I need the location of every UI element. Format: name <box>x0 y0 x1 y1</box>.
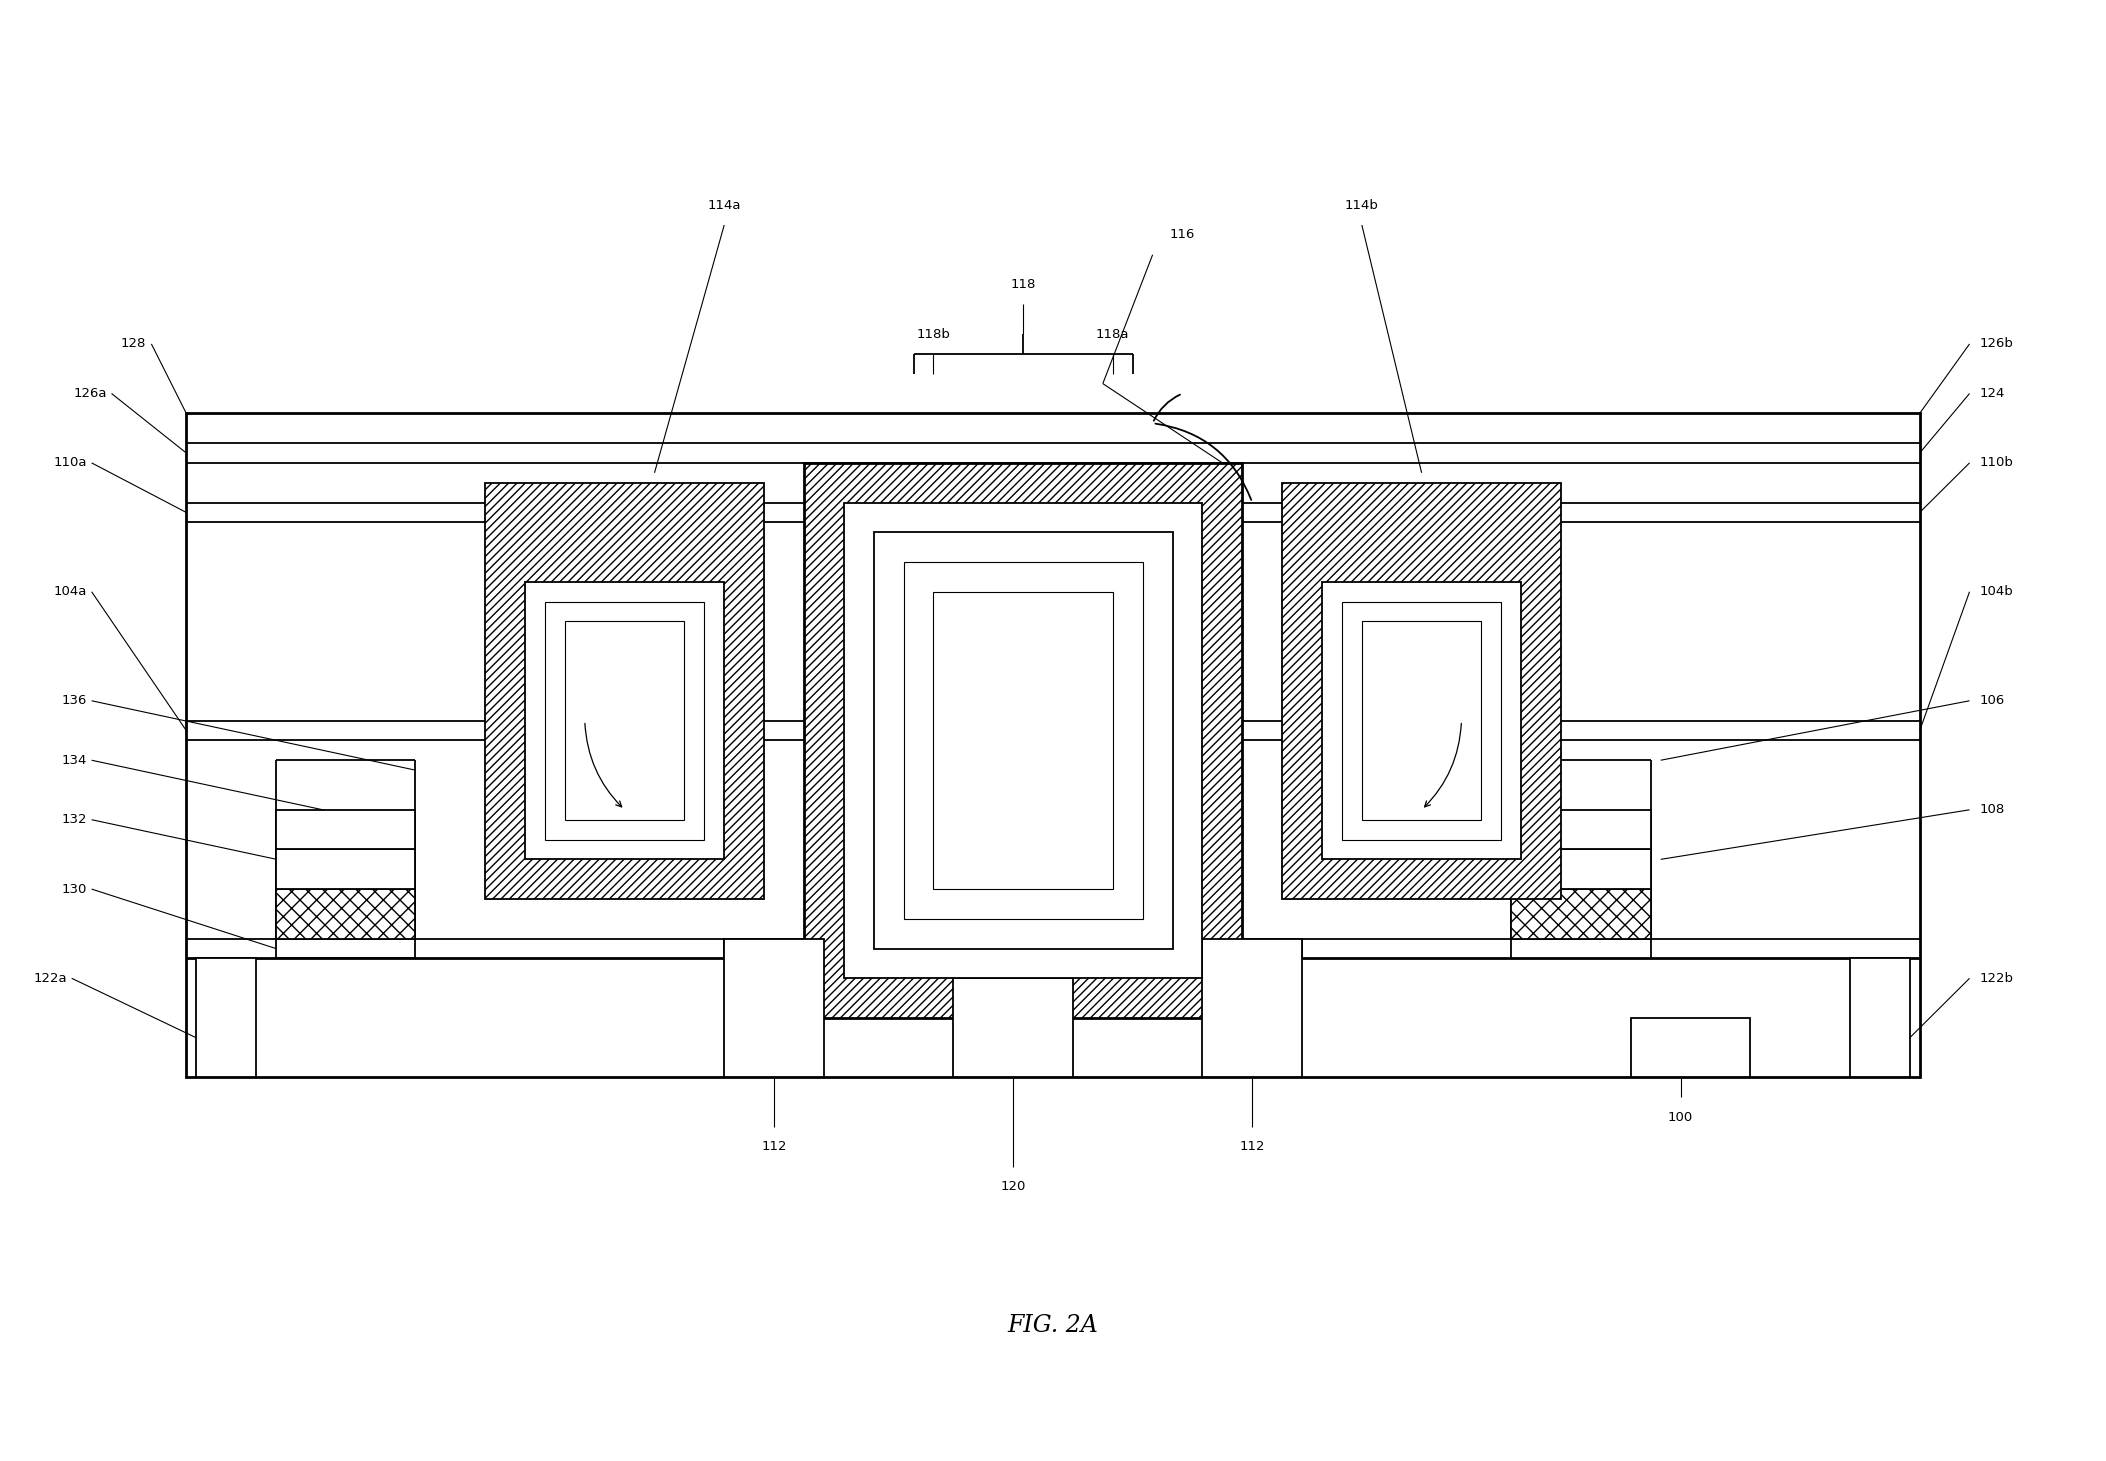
Bar <box>276 849 415 890</box>
Text: 106: 106 <box>1980 694 2005 707</box>
Text: 104a: 104a <box>53 586 86 598</box>
Bar <box>545 602 703 840</box>
Bar <box>903 562 1144 919</box>
Bar <box>1363 621 1481 820</box>
Text: 112: 112 <box>760 1140 788 1153</box>
Text: 128: 128 <box>120 337 147 351</box>
Text: 108a: 108a <box>1007 655 1038 668</box>
Text: 118a: 118a <box>1095 327 1129 340</box>
Bar <box>1849 958 1910 1077</box>
Bar <box>276 890 415 938</box>
Text: 112: 112 <box>1240 1140 1266 1153</box>
Bar <box>1512 809 1651 849</box>
Bar <box>1203 938 1302 1077</box>
Bar <box>1512 890 1651 938</box>
Bar <box>874 532 1173 948</box>
Text: 134: 134 <box>61 754 86 767</box>
Text: 120: 120 <box>1000 1180 1026 1194</box>
Bar <box>484 482 764 899</box>
Bar <box>564 621 684 820</box>
Bar <box>276 809 415 849</box>
Text: 114b: 114b <box>1346 199 1379 212</box>
Text: 100: 100 <box>1668 1110 1693 1124</box>
Bar <box>1283 482 1561 899</box>
Text: 126a: 126a <box>74 387 107 400</box>
Text: 116: 116 <box>1169 228 1196 241</box>
Text: 110a: 110a <box>53 456 86 469</box>
Text: 110b: 110b <box>1980 456 2013 469</box>
Text: 114a: 114a <box>708 199 741 212</box>
Bar <box>1630 1018 1750 1077</box>
Text: 126b: 126b <box>1980 337 2013 351</box>
Bar <box>724 938 823 1077</box>
Text: 124: 124 <box>1980 387 2005 400</box>
Text: 132: 132 <box>61 814 86 827</box>
Bar <box>914 662 1013 720</box>
Bar <box>845 503 1203 979</box>
Bar <box>804 463 1243 1018</box>
Bar <box>524 581 724 859</box>
Bar <box>1342 602 1502 840</box>
Text: 122a: 122a <box>34 972 67 985</box>
Text: 108: 108 <box>1980 804 2005 817</box>
Text: 118: 118 <box>1011 278 1036 291</box>
Bar <box>196 958 257 1077</box>
Bar <box>933 592 1112 890</box>
Text: 104b: 104b <box>1980 586 2013 598</box>
Text: 130: 130 <box>61 882 86 896</box>
Text: FIG. 2A: FIG. 2A <box>1007 1313 1099 1337</box>
Text: 122b: 122b <box>1980 972 2013 985</box>
Bar <box>185 413 1921 1077</box>
Bar <box>1034 662 1133 720</box>
Bar <box>1323 581 1521 859</box>
Bar <box>1512 849 1651 890</box>
Bar <box>954 979 1072 1077</box>
Text: 136: 136 <box>61 694 86 707</box>
Text: 118b: 118b <box>916 327 950 340</box>
Text: 108b: 108b <box>1007 725 1038 736</box>
